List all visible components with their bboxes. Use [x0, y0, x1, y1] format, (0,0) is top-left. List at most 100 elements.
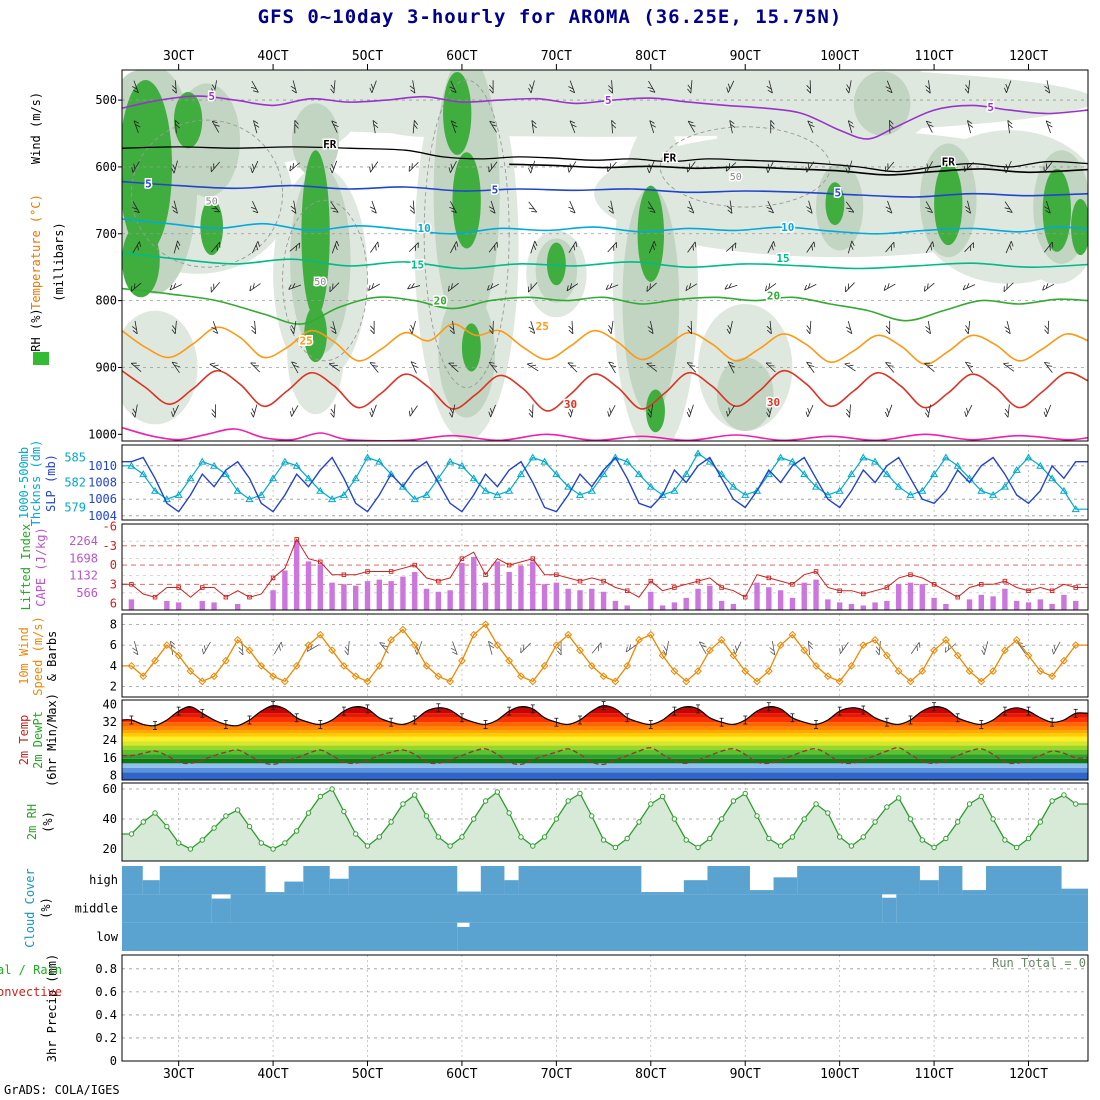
temp-tick-label: 8	[110, 769, 117, 783]
thickness-tick-label: 585	[64, 451, 86, 465]
cloud-bar	[303, 866, 330, 895]
li-tick-label: 0	[110, 558, 117, 572]
rh-tick-label: 20	[103, 842, 117, 856]
cloud-bar	[469, 922, 1088, 951]
contour-label: 15	[411, 259, 424, 272]
li-tick-label: -3	[103, 539, 117, 553]
cape-tick-label: 1132	[69, 569, 98, 583]
axis-side-label: (millibars)	[52, 222, 66, 301]
axis-side-label: 1000-500mb	[17, 447, 31, 519]
pressure-tick-label: 500	[95, 93, 117, 107]
axis-side-label: RH (%)	[29, 308, 43, 351]
bottom-axis-tick-label: 8OCT	[635, 1067, 666, 1082]
top-axis-tick-label: 11OCT	[915, 49, 954, 64]
thickness-tick-label: 579	[64, 501, 86, 515]
axis-side-label: 2m DewPt	[31, 711, 45, 769]
panel-precip: 0.8 0.6 0.4 0.2 0 Run Total = 0 3OCT 4OCT 5OCT 6O…	[95, 954, 1089, 1082]
contour-label: FR	[942, 156, 956, 169]
top-axis-tick-label: 4OCT	[257, 49, 288, 64]
bottom-axis-tick-label: 11OCT	[915, 1067, 954, 1082]
cloud-bar	[962, 890, 987, 895]
bottom-axis-tick-label: 9OCT	[730, 1067, 761, 1082]
axis-side-label: 2m RH	[25, 804, 39, 840]
slp-tick-label: 1010	[88, 459, 117, 473]
bottom-axis-tick-label: 7OCT	[541, 1067, 572, 1082]
panel-cross-section: 5 5 5 FR FR FR 5 5 5 10 10 15 15 20 20 25 25 30 30 50 50 50 50…	[88, 49, 1089, 442]
wind-barbs-grid	[130, 80, 1055, 418]
axis-side-label: 10m Wind	[17, 627, 31, 685]
cloud-bar	[211, 898, 231, 923]
cape-bars	[128, 541, 1079, 610]
cloud-bar	[457, 891, 481, 895]
temp-tick-label: 24	[103, 733, 117, 747]
temp-tick-label: 16	[103, 751, 117, 765]
panel-slp-thickness: 1004 1006 1008 1010 579 582 585	[64, 444, 1089, 523]
cloud-bar	[142, 880, 160, 895]
contour-label: 20	[767, 289, 780, 302]
contour-label: 10	[781, 221, 794, 234]
run-total-label: Run Total = 0	[992, 956, 1086, 970]
contour-label: 30	[564, 398, 577, 411]
rh-tick-label: 60	[103, 782, 117, 796]
temp-tick-label: 40	[103, 697, 117, 711]
panel-cape-li: 2264 1698 1132 566 -6 -3 0 3 6	[69, 520, 1089, 611]
precip-convective-label: Convective	[0, 985, 62, 999]
axis-side-label: Temperature (°C)	[29, 194, 43, 310]
axis-side-label: (%)	[41, 811, 55, 833]
rh50-label: 50	[206, 197, 218, 208]
cloud-bar	[230, 894, 883, 923]
slp-tick-label: 1008	[88, 476, 117, 490]
cloud-bar	[518, 866, 642, 895]
cloud-bar	[122, 894, 212, 923]
temp-tick-label: 32	[103, 715, 117, 729]
top-axis-tick-label: 9OCT	[730, 49, 761, 64]
axis-side-label: CAPE (J/kg)	[34, 527, 48, 606]
axis-side-label: 3hr Precip (mm)	[45, 954, 59, 1062]
rh-legend-swatch	[33, 352, 49, 365]
cape-tick-label: 1698	[69, 551, 98, 565]
pressure-tick-label: 600	[95, 160, 117, 174]
bottom-axis-tick-label: 6OCT	[446, 1067, 477, 1082]
top-axis-tick-label: 8OCT	[635, 49, 666, 64]
bottom-axis-tick-label: 10OCT	[820, 1067, 859, 1082]
li-tick-label: 6	[110, 597, 117, 611]
cloud-bar	[265, 892, 285, 895]
cloud-bar	[348, 866, 458, 895]
temp-band-area	[122, 705, 1088, 780]
wind-tick-label: 4	[110, 659, 117, 673]
cloud-bar	[284, 881, 304, 895]
axis-side-label: Lifted Index	[19, 524, 33, 611]
cloud-row-label: low	[96, 930, 118, 944]
precip-tick-label: 0.2	[95, 1031, 117, 1045]
cape-tick-label: 2264	[69, 534, 98, 548]
contour-label: FR	[663, 152, 677, 165]
bottom-axis-tick-label: 3OCT	[163, 1067, 194, 1082]
top-axis-tick-label: 6OCT	[446, 49, 477, 64]
cloud-bar	[504, 880, 519, 895]
rh50-label: 50	[314, 277, 326, 288]
wind-tick-label: 6	[110, 638, 117, 652]
bottom-axis-tick-label: 12OCT	[1009, 1067, 1048, 1082]
precip-tick-label: 0.4	[95, 1008, 117, 1022]
panel-10m-wind: 8 6 4 2	[110, 613, 1089, 698]
contour-label: 25	[300, 335, 313, 348]
grads-credit: GrADS: COLA/IGES	[4, 1083, 120, 1097]
wind-tick-label: 2	[110, 680, 117, 694]
thickness-tick-label: 582	[64, 476, 86, 490]
axis-side-label: (6hr Min/Max)	[45, 693, 59, 787]
wind-tick-label: 8	[110, 617, 117, 631]
top-axis-tick-label: 10OCT	[820, 49, 859, 64]
cloud-bar	[1061, 888, 1088, 895]
contour-label: 5	[987, 101, 994, 114]
cloud-bar	[122, 922, 458, 951]
pressure-tick-label: 800	[95, 294, 117, 308]
contour-label: 10	[418, 222, 431, 235]
precip-tick-label: 0.6	[95, 985, 117, 999]
pressure-tick-label: 900	[95, 360, 117, 374]
panel-2m-temp: 40 32 24 16 8	[103, 697, 1089, 783]
cloud-bar	[773, 877, 798, 895]
precip-tick-label: 0.8	[95, 962, 117, 976]
cape-tick-label: 566	[76, 586, 98, 600]
axis-side-label: Thcknss (dm)	[29, 440, 43, 527]
